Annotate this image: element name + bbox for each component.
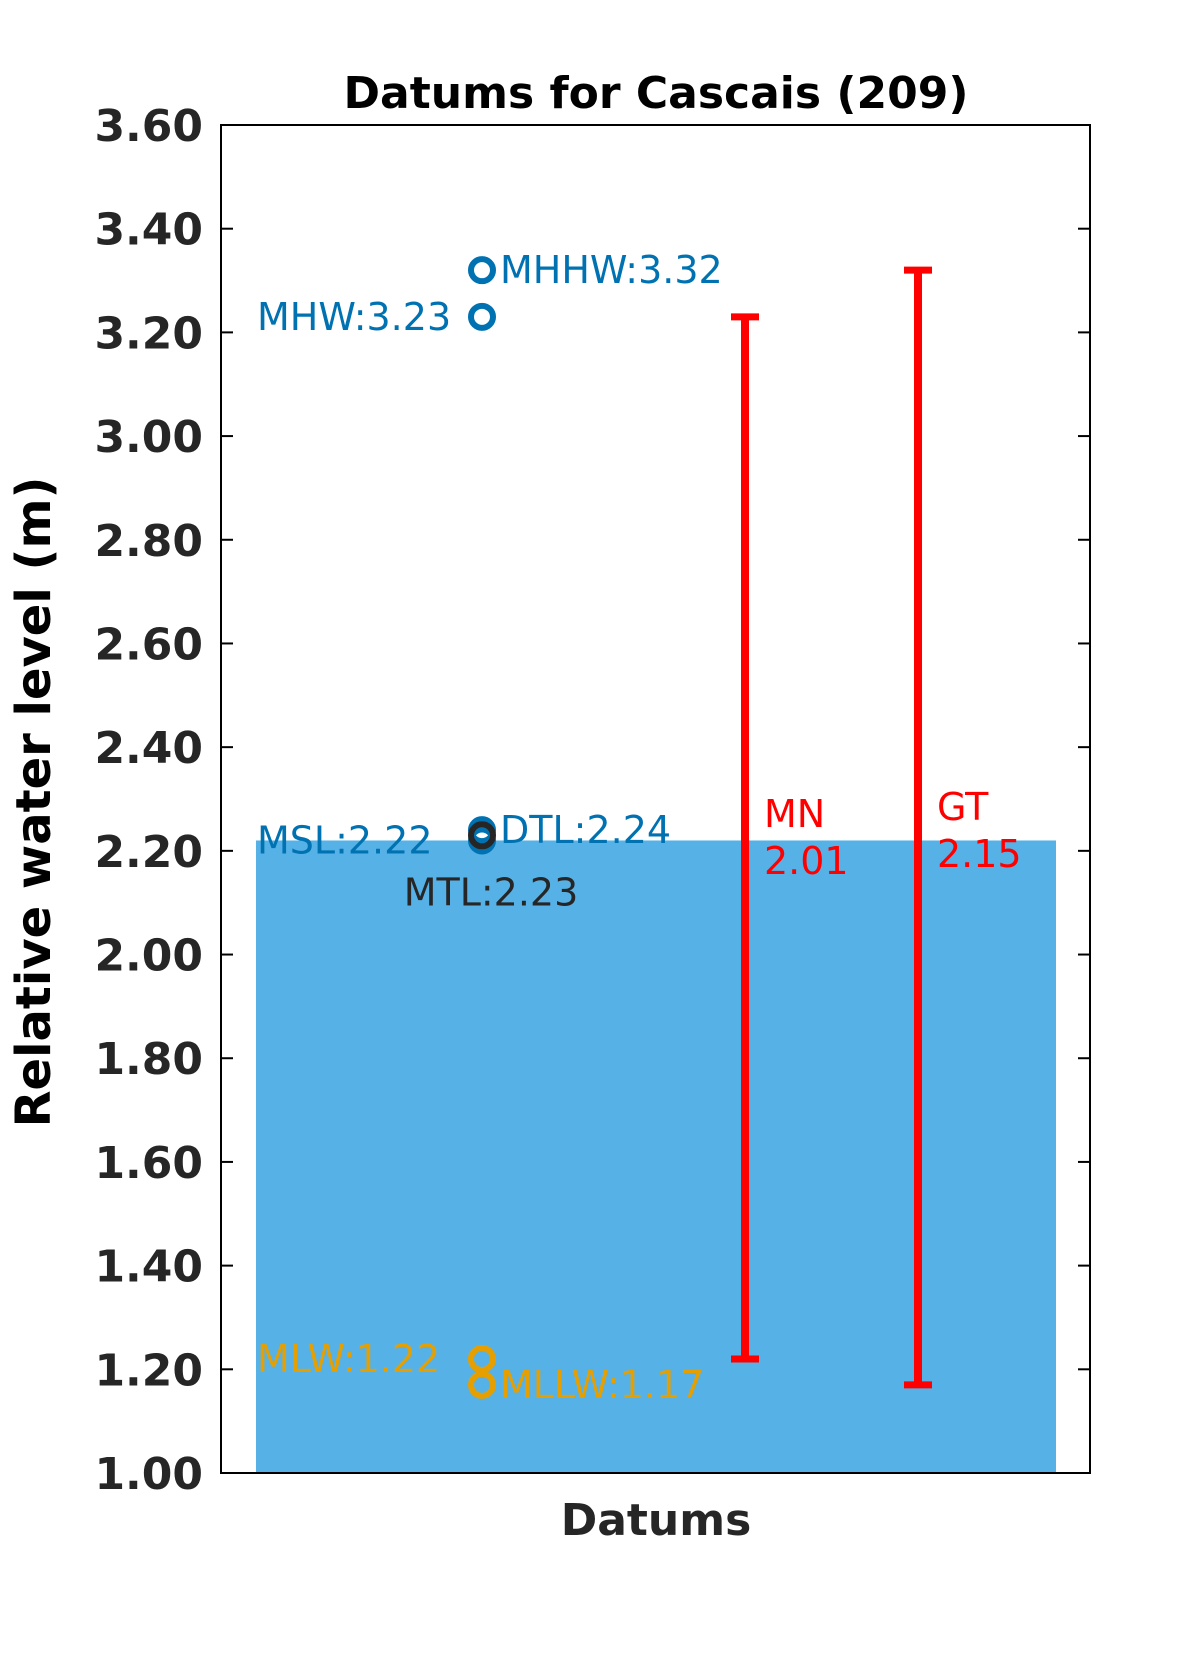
range-value-label: 2.01 xyxy=(764,839,849,883)
y-tick-label: 1.40 xyxy=(94,1242,203,1293)
datum-label: MLW:1.22 xyxy=(257,1337,440,1381)
range-name-label: MN xyxy=(764,792,825,836)
datum-label: MLLW:1.17 xyxy=(500,1363,704,1407)
range-name-label: GT xyxy=(937,785,989,829)
y-tick-label: 2.20 xyxy=(94,827,203,878)
x-axis-label: Datums xyxy=(561,1495,752,1546)
y-tick-label: 3.60 xyxy=(94,101,203,152)
plot-frame xyxy=(220,124,1091,1474)
plot-area: 1.00 1.20 1.40 1.60 1.80 2.00 2.20 2.40 2.60 2.80… xyxy=(94,101,1091,1500)
datum-marker xyxy=(468,821,496,850)
y-tick-label: 3.20 xyxy=(94,308,203,359)
y-axis-label: Relative water level (m) xyxy=(6,477,62,1128)
datum-marker xyxy=(468,1344,496,1373)
chart-title: Datums for Cascais (209) xyxy=(344,68,969,119)
datum-marker xyxy=(468,1370,496,1399)
datum-label: MHHW:3.32 xyxy=(500,248,723,292)
range-value-label: 2.15 xyxy=(937,832,1022,876)
y-tick-label: 2.00 xyxy=(94,931,203,982)
datum-label: DTL:2.24 xyxy=(500,808,671,852)
datum-label: MTL:2.23 xyxy=(404,870,579,914)
y-tick-label: 2.80 xyxy=(94,516,203,567)
msl-bar xyxy=(256,840,1056,1473)
y-tick-label: 1.00 xyxy=(94,1449,203,1500)
y-tick-label: 1.20 xyxy=(94,1345,203,1396)
y-tick-label: 1.80 xyxy=(94,1034,203,1085)
y-tick-label: 3.40 xyxy=(94,205,203,256)
datum-label: MHW:3.23 xyxy=(257,295,451,339)
y-tick-label: 1.60 xyxy=(94,1138,203,1189)
y-tick-label: 2.60 xyxy=(94,619,203,670)
y-tick-label: 2.40 xyxy=(94,723,203,774)
datum-label: MSL:2.22 xyxy=(257,818,433,862)
datum-marker xyxy=(468,256,496,285)
datum-marker xyxy=(468,302,496,331)
y-tick-label: 3.00 xyxy=(94,412,203,463)
